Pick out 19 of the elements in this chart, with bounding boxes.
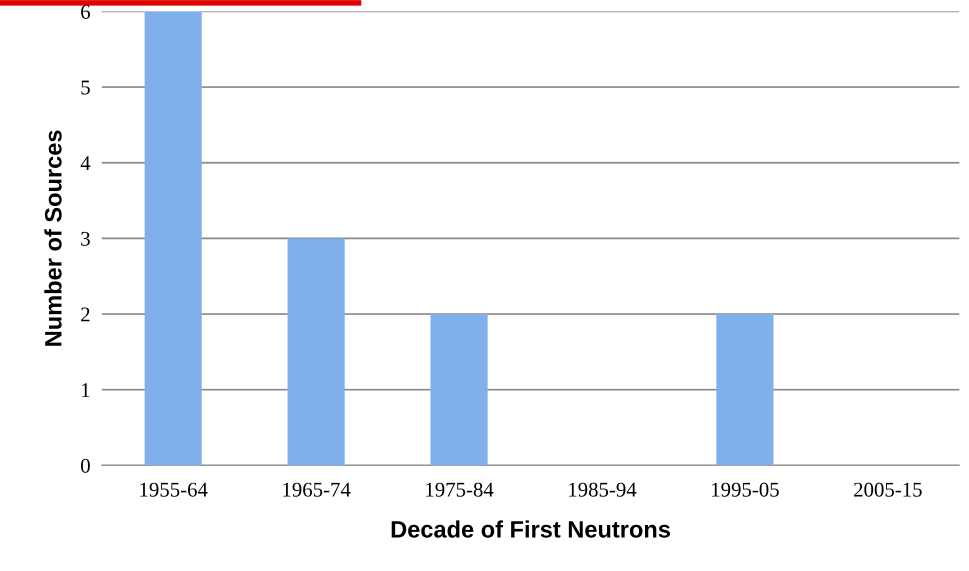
y-tick-label: 2 xyxy=(81,307,90,322)
x-tick-label: 1955-64 xyxy=(140,482,208,497)
bar xyxy=(288,238,345,466)
bar xyxy=(430,314,488,466)
y-tick-label: 4 xyxy=(80,156,90,170)
y-tick-label: 0 xyxy=(81,458,90,473)
y-tick-label: 6 xyxy=(81,4,90,19)
x-tick-label: 1995-05 xyxy=(712,482,779,497)
x-tick-label: 1985-94 xyxy=(569,482,636,497)
x-tick-label: 1965-74 xyxy=(283,482,351,497)
x-tick-label: 2005-15 xyxy=(854,482,922,497)
x-axis-title: Decade of First Neutrons xyxy=(392,520,670,538)
bar xyxy=(716,314,774,466)
y-tick-label: 3 xyxy=(81,232,90,246)
x-tick-label: 1975-84 xyxy=(426,482,494,497)
y-tick-label: 5 xyxy=(81,80,90,95)
y-axis-title: Number of Sources xyxy=(44,130,62,346)
bar xyxy=(144,11,202,466)
y-tick-label: 1 xyxy=(82,383,90,397)
